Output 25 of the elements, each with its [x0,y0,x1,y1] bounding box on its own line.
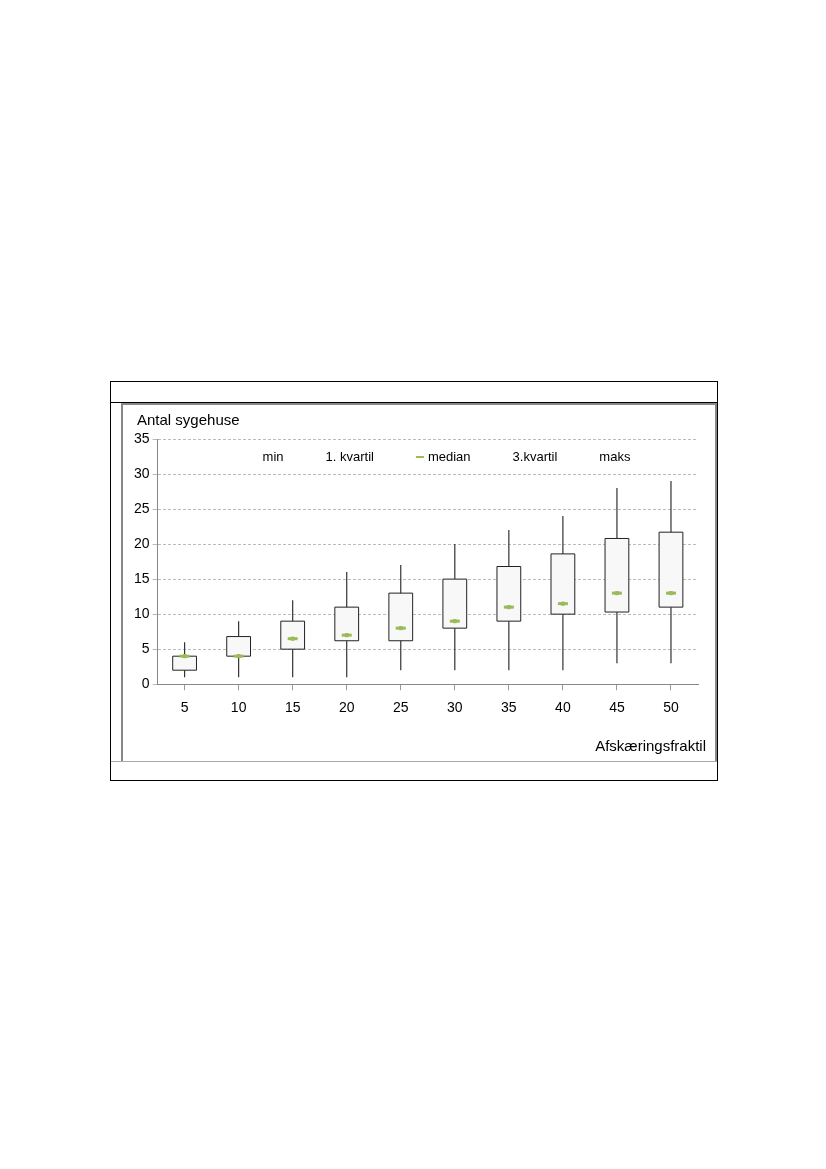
y-tick-label: 30 [133,464,150,481]
y-tick-label: 10 [133,605,150,621]
legend-label: median [427,448,471,464]
y-tick-label: 0 [141,675,150,692]
x-axis-title: Afskæringsfraktil [595,737,706,755]
x-tick-label: 45 [609,699,625,716]
x-tick-label: 5 [180,699,189,716]
y-tick-label: 5 [141,640,150,657]
annotation: min [262,448,284,464]
x-tick-label: 15 [284,699,301,716]
annotation: 3.kvartil [512,448,558,464]
x-tick-label: 10 [230,699,247,716]
y-tick-label: 20 [133,534,150,551]
x-tick-label: 20 [338,699,355,716]
x-tick-label: 50 [663,699,679,716]
x-tick-label: 30 [447,699,463,716]
x-tick-label: 35 [501,699,517,716]
y-tick-label: 15 [133,569,150,586]
x-tick-label: 40 [555,699,571,716]
y-tick-label: 35 [133,429,150,446]
y-axis-title: Antal sygehuse [137,411,240,429]
y-tick-label: 25 [133,499,150,516]
annotation: maks [599,448,631,464]
annotation: 1. kvartil [325,448,375,464]
x-tick-label: 25 [392,699,409,716]
